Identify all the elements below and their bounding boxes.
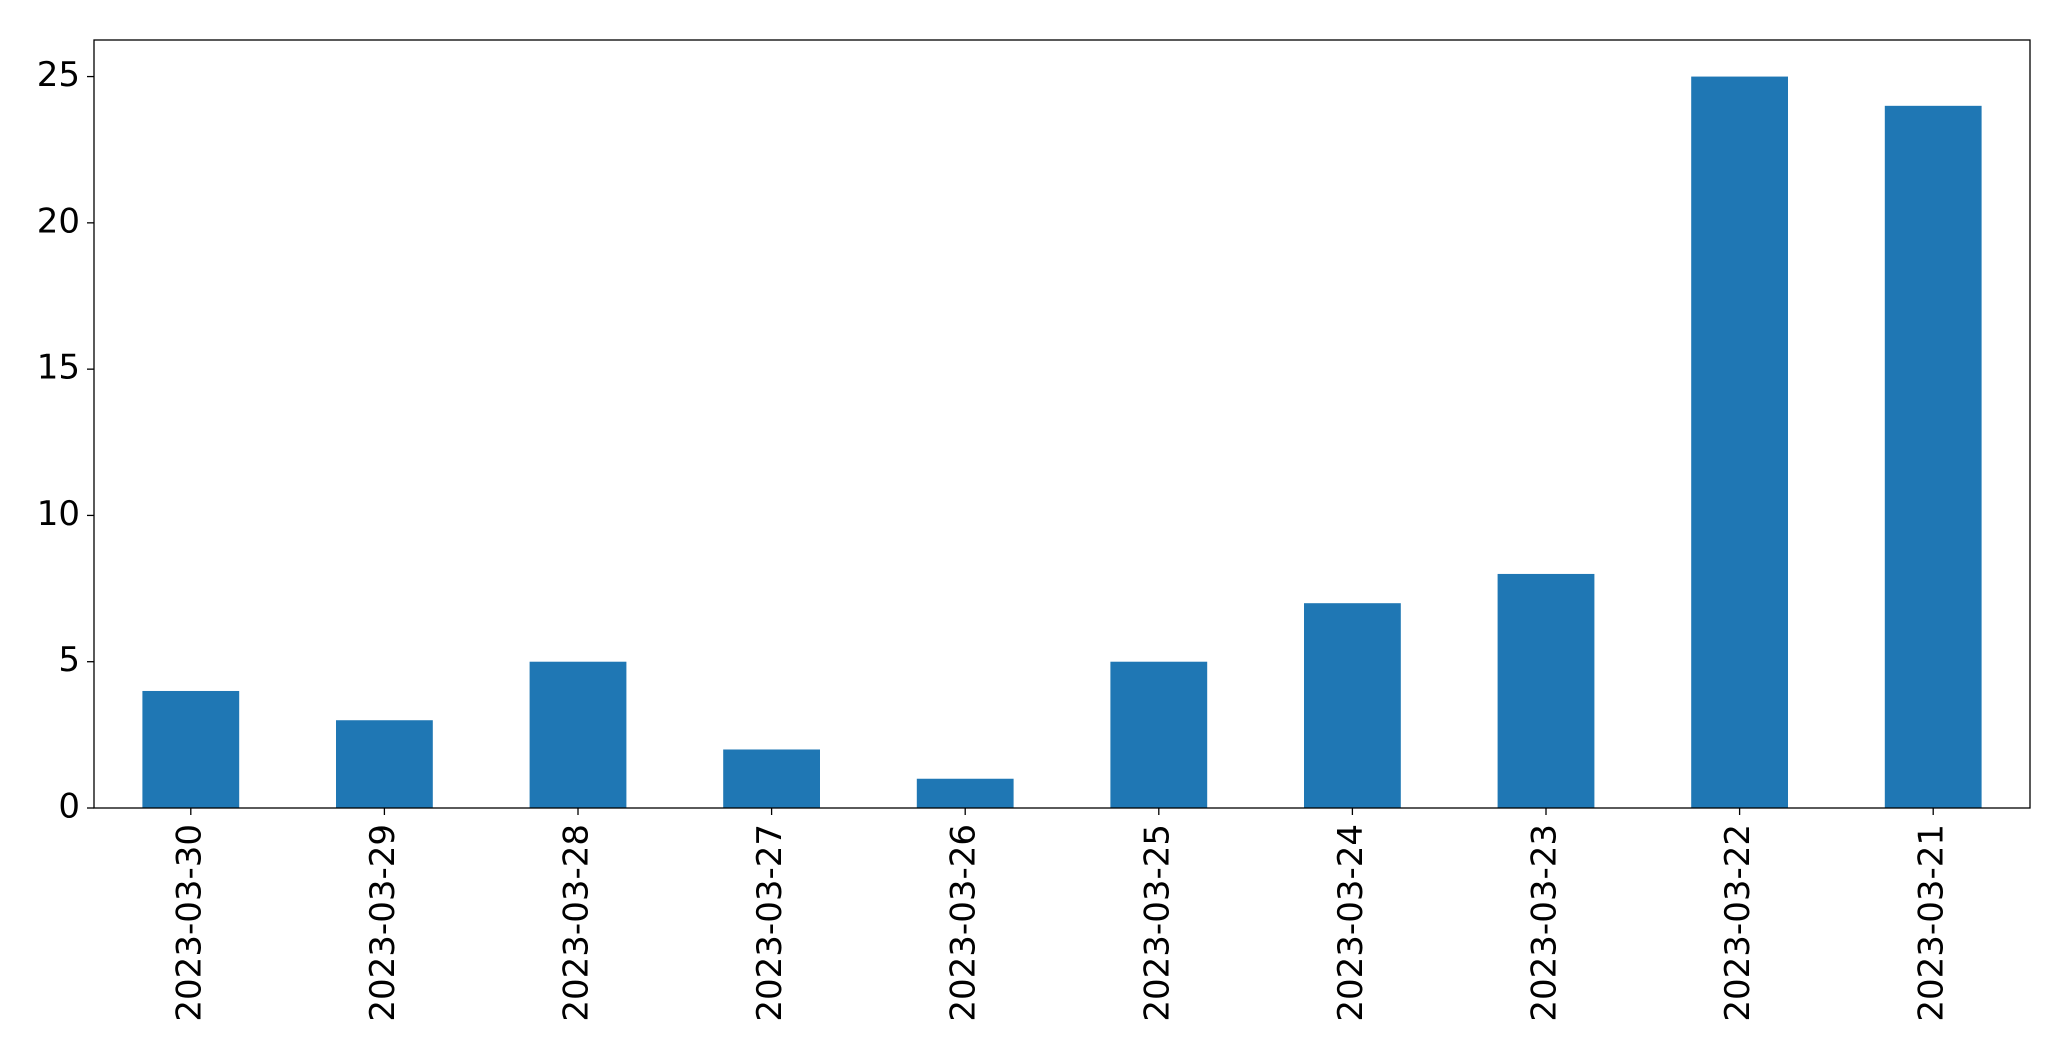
y-tick-label: 20 xyxy=(37,201,80,241)
bar xyxy=(1110,661,1208,808)
x-tick-label: 2023-03-23 xyxy=(1525,824,1565,1022)
bar xyxy=(723,749,820,808)
x-tick-label: 2023-03-29 xyxy=(363,824,403,1022)
x-tick-label: 2023-03-30 xyxy=(169,824,209,1022)
y-tick-label: 0 xyxy=(58,787,80,827)
bar xyxy=(1884,105,1982,809)
y-tick-label: 25 xyxy=(37,55,80,95)
bar xyxy=(1304,603,1401,808)
x-tick-label: 2023-03-27 xyxy=(750,824,790,1022)
bar xyxy=(1691,76,1788,809)
y-tick-label: 5 xyxy=(58,640,80,680)
x-tick-label: 2023-03-22 xyxy=(1718,824,1758,1022)
x-tick-label: 2023-03-26 xyxy=(944,824,984,1022)
bar xyxy=(1497,573,1595,808)
y-tick-label: 10 xyxy=(37,494,80,534)
bar xyxy=(529,661,627,808)
bar xyxy=(142,690,240,808)
x-tick-label: 2023-03-28 xyxy=(557,824,597,1022)
y-tick-label: 15 xyxy=(37,348,80,388)
bar xyxy=(336,720,433,808)
x-tick-label: 2023-03-24 xyxy=(1331,824,1371,1022)
bar xyxy=(916,778,1014,808)
x-tick-label: 2023-03-25 xyxy=(1137,824,1177,1022)
axes-frame xyxy=(93,39,2031,809)
x-tick-label: 2023-03-21 xyxy=(1912,824,1952,1022)
